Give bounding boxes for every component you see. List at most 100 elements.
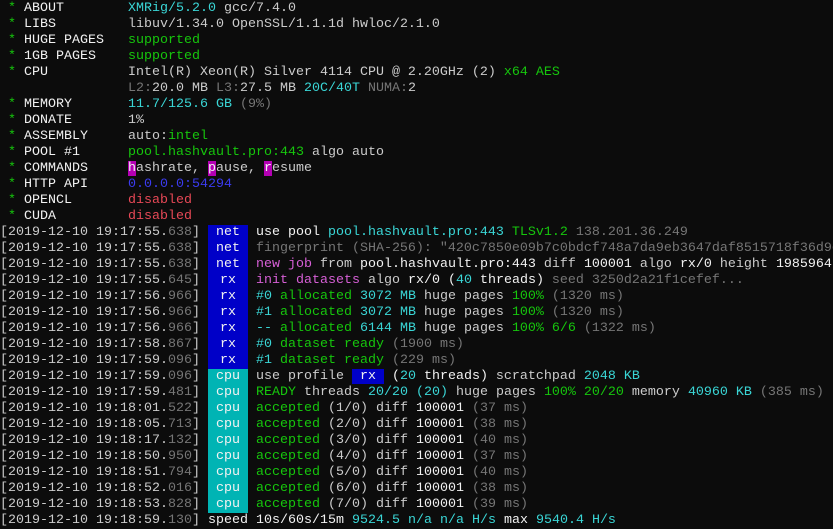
log-timestamp-bracket: ]	[191, 289, 200, 304]
text-segment: accepted	[255, 433, 320, 448]
text-segment: accepted	[255, 481, 320, 496]
log-tag-net: net	[207, 241, 248, 257]
log-timestamp-bracket: ]	[191, 369, 200, 384]
text-segment: (1320 ms)	[543, 305, 624, 320]
text-segment: algo	[631, 257, 680, 272]
text-segment: threads	[295, 385, 368, 400]
text-segment: (385 ms)	[751, 385, 824, 400]
text-segment: height	[711, 257, 776, 272]
summary-line: * LIBS libuv/1.34.0 OpenSSL/1.1.1d hwloc/…	[0, 17, 833, 33]
text-segment: use pool	[255, 225, 328, 240]
text-segment: disabled	[128, 193, 192, 208]
text-segment: 100001	[415, 417, 464, 432]
text-segment: from	[311, 257, 360, 272]
text-segment: 9540.4 H/s	[535, 513, 616, 528]
log-tag-cpu: cpu	[207, 449, 248, 465]
log-timestamp-bracket: ]	[191, 273, 200, 288]
log-timestamp-bracket: ]	[191, 481, 200, 496]
text-segment: ashrate,	[136, 161, 208, 176]
text-segment: (1320 ms)	[543, 289, 624, 304]
text-segment: 20/20	[367, 385, 408, 400]
text-segment: (38 ms)	[463, 481, 528, 496]
text-segment: algo auto	[303, 145, 384, 160]
log-timestamp: [2019-12-10 19:18:17.	[0, 433, 168, 448]
text-segment: fingerprint (SHA-256): "420c7850e09b7c0b…	[255, 241, 833, 256]
text-segment: 100001	[415, 401, 464, 416]
text-segment: 100001	[415, 497, 464, 512]
summary-label: ABOUT	[24, 1, 64, 16]
log-timestamp-ms: 950	[167, 449, 192, 464]
text-segment: dataset ready	[271, 337, 384, 352]
bullet-star-icon: *	[8, 113, 16, 128]
text-segment: (37 ms)	[463, 449, 528, 464]
text-segment: (2/0) diff	[319, 417, 416, 432]
text-segment: pool.hashvault.pro:443	[359, 257, 536, 272]
log-line: [2019-12-10 19:17:55.638] net use pool p…	[0, 225, 833, 241]
text-segment: (37 ms)	[463, 401, 528, 416]
summary-line: * CUDA disabled	[0, 209, 833, 225]
text-segment: 100001	[415, 481, 464, 496]
log-timestamp-ms: 522	[167, 401, 192, 416]
text-segment: (40 ms)	[463, 433, 528, 448]
text-segment: huge pages	[415, 289, 512, 304]
bullet-star-icon: *	[8, 161, 16, 176]
bullet-star-icon: *	[8, 145, 16, 160]
bullet-star-icon: *	[8, 193, 16, 208]
text-segment: supported	[128, 33, 200, 48]
log-timestamp: [2019-12-10 19:17:56.	[0, 321, 168, 336]
text-segment: 100%	[511, 305, 544, 320]
text-segment: 2048 KB	[583, 369, 640, 384]
log-timestamp: [2019-12-10 19:17:56.	[0, 305, 168, 320]
log-timestamp: [2019-12-10 19:17:55.	[0, 241, 168, 256]
log-line: [2019-12-10 19:18:01.522] cpu accepted (…	[0, 401, 833, 417]
text-segment: Intel(R) Xeon(R) Silver 4114 CPU @ 2.20G…	[128, 65, 496, 80]
text-segment: 20/20	[575, 385, 624, 400]
log-tag-cpu: cpu	[207, 465, 248, 481]
log-timestamp-ms: 638	[167, 257, 192, 272]
text-segment: 40	[455, 273, 472, 288]
log-line: [2019-12-10 19:18:59.130] speed 10s/60s/…	[0, 513, 833, 529]
text-segment: --	[255, 321, 272, 336]
text-segment: accepted	[255, 465, 320, 480]
log-timestamp-ms: 481	[167, 385, 192, 400]
log-timestamp: [2019-12-10 19:17:56.	[0, 289, 168, 304]
text-segment: 3072 MB	[359, 305, 416, 320]
text-segment: 100%	[543, 385, 576, 400]
text-segment: (39 ms)	[463, 497, 528, 512]
text-segment: auto:	[128, 129, 168, 144]
summary-line: * POOL #1 pool.hashvault.pro:443 algo aut…	[0, 145, 833, 161]
log-timestamp-bracket: ]	[191, 497, 200, 512]
text-segment: #1	[255, 305, 272, 320]
text-segment: (	[383, 369, 400, 384]
text-segment: new job	[255, 257, 312, 272]
text-segment: disabled	[128, 209, 192, 224]
summary-label: 1GB PAGES	[24, 49, 96, 64]
text-segment: pool.hashvault.pro:443	[327, 225, 504, 240]
summary-line: * 1GB PAGES supported	[0, 49, 833, 65]
profile-badge: rx	[351, 369, 384, 384]
summary-label: HUGE PAGES	[24, 33, 104, 48]
log-timestamp-bracket: ]	[191, 353, 200, 368]
log-timestamp-ms: 828	[167, 497, 192, 512]
summary-label: OPENCL	[24, 193, 72, 208]
log-line: [2019-12-10 19:17:59.481] cpu READY thre…	[0, 385, 833, 401]
summary-label: DONATE	[24, 113, 72, 128]
log-tag-cpu: cpu	[207, 497, 248, 513]
log-timestamp-ms: 638	[167, 225, 192, 240]
log-timestamp: [2019-12-10 19:18:50.	[0, 449, 168, 464]
text-segment: huge pages	[447, 385, 544, 400]
text-segment: 1%	[128, 113, 144, 128]
log-timestamp: [2019-12-10 19:18:05.	[0, 417, 168, 432]
log-timestamp: [2019-12-10 19:18:01.	[0, 401, 168, 416]
log-timestamp-ms: 794	[167, 465, 192, 480]
log-timestamp-bracket: ]	[191, 513, 200, 528]
log-timestamp: [2019-12-10 19:17:59.	[0, 385, 168, 400]
summary-label: LIBS	[24, 17, 56, 32]
log-timestamp-ms: 096	[167, 353, 192, 368]
text-segment: 100001	[415, 433, 464, 448]
text-segment: pool.hashvault.pro:443	[128, 145, 304, 160]
log-tag-rx: rx	[207, 289, 248, 305]
text-segment: (1/0) diff	[319, 401, 416, 416]
log-timestamp-bracket: ]	[191, 449, 200, 464]
text-segment: (3/0) diff	[319, 433, 416, 448]
